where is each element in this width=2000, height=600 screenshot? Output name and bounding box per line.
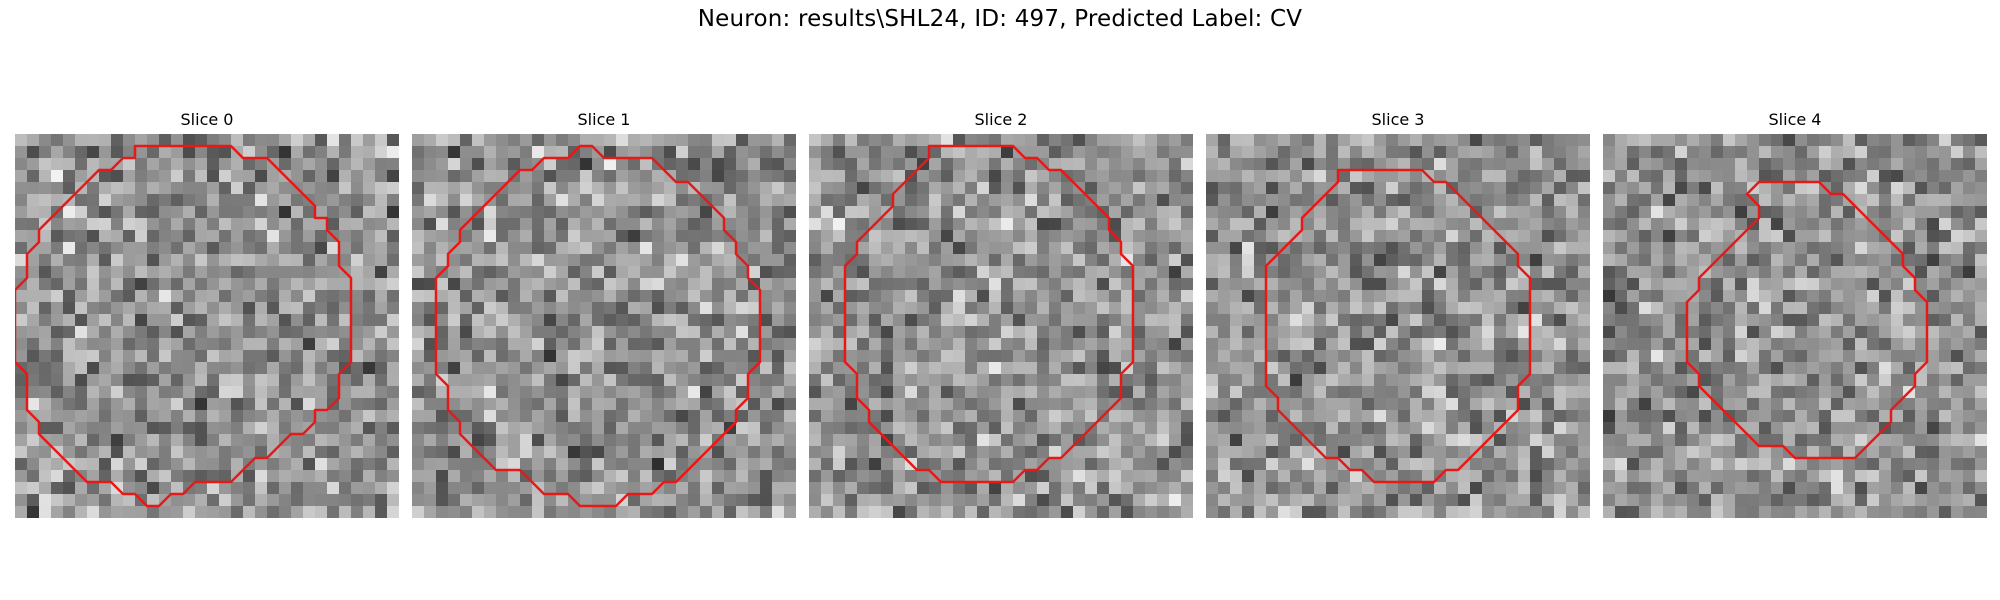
grayscale-pixels [809,134,1193,518]
slice-image [1603,134,1987,518]
grayscale-pixels [412,134,796,518]
slice-panel-0: Slice 0 [15,106,399,518]
slice-title: Slice 4 [1768,110,1822,129]
slice-image [1206,134,1590,518]
slice-title: Slice 1 [577,110,631,129]
slice-title: Slice 2 [974,110,1028,129]
cell-contour [843,144,1135,484]
slice-image [15,134,399,518]
slice-image [412,134,796,518]
grayscale-pixels [1206,134,1590,518]
cell-contour [15,144,353,508]
cell-contour [1264,168,1532,484]
slice-panel-3: Slice 3 [1206,106,1590,518]
cell-contour [1685,180,1929,460]
slice-panel-4: Slice 4 [1603,106,1987,518]
grayscale-pixels [1603,134,1987,518]
slice-panel-2: Slice 2 [809,106,1193,518]
cell-contour [434,144,762,508]
grayscale-pixels [15,134,399,518]
slice-title: Slice 0 [180,110,234,129]
figure-title: Neuron: results\SHL24, ID: 497, Predicte… [697,6,1303,32]
slice-image [809,134,1193,518]
slice-panel-1: Slice 1 [412,106,796,518]
slice-title: Slice 3 [1371,110,1425,129]
